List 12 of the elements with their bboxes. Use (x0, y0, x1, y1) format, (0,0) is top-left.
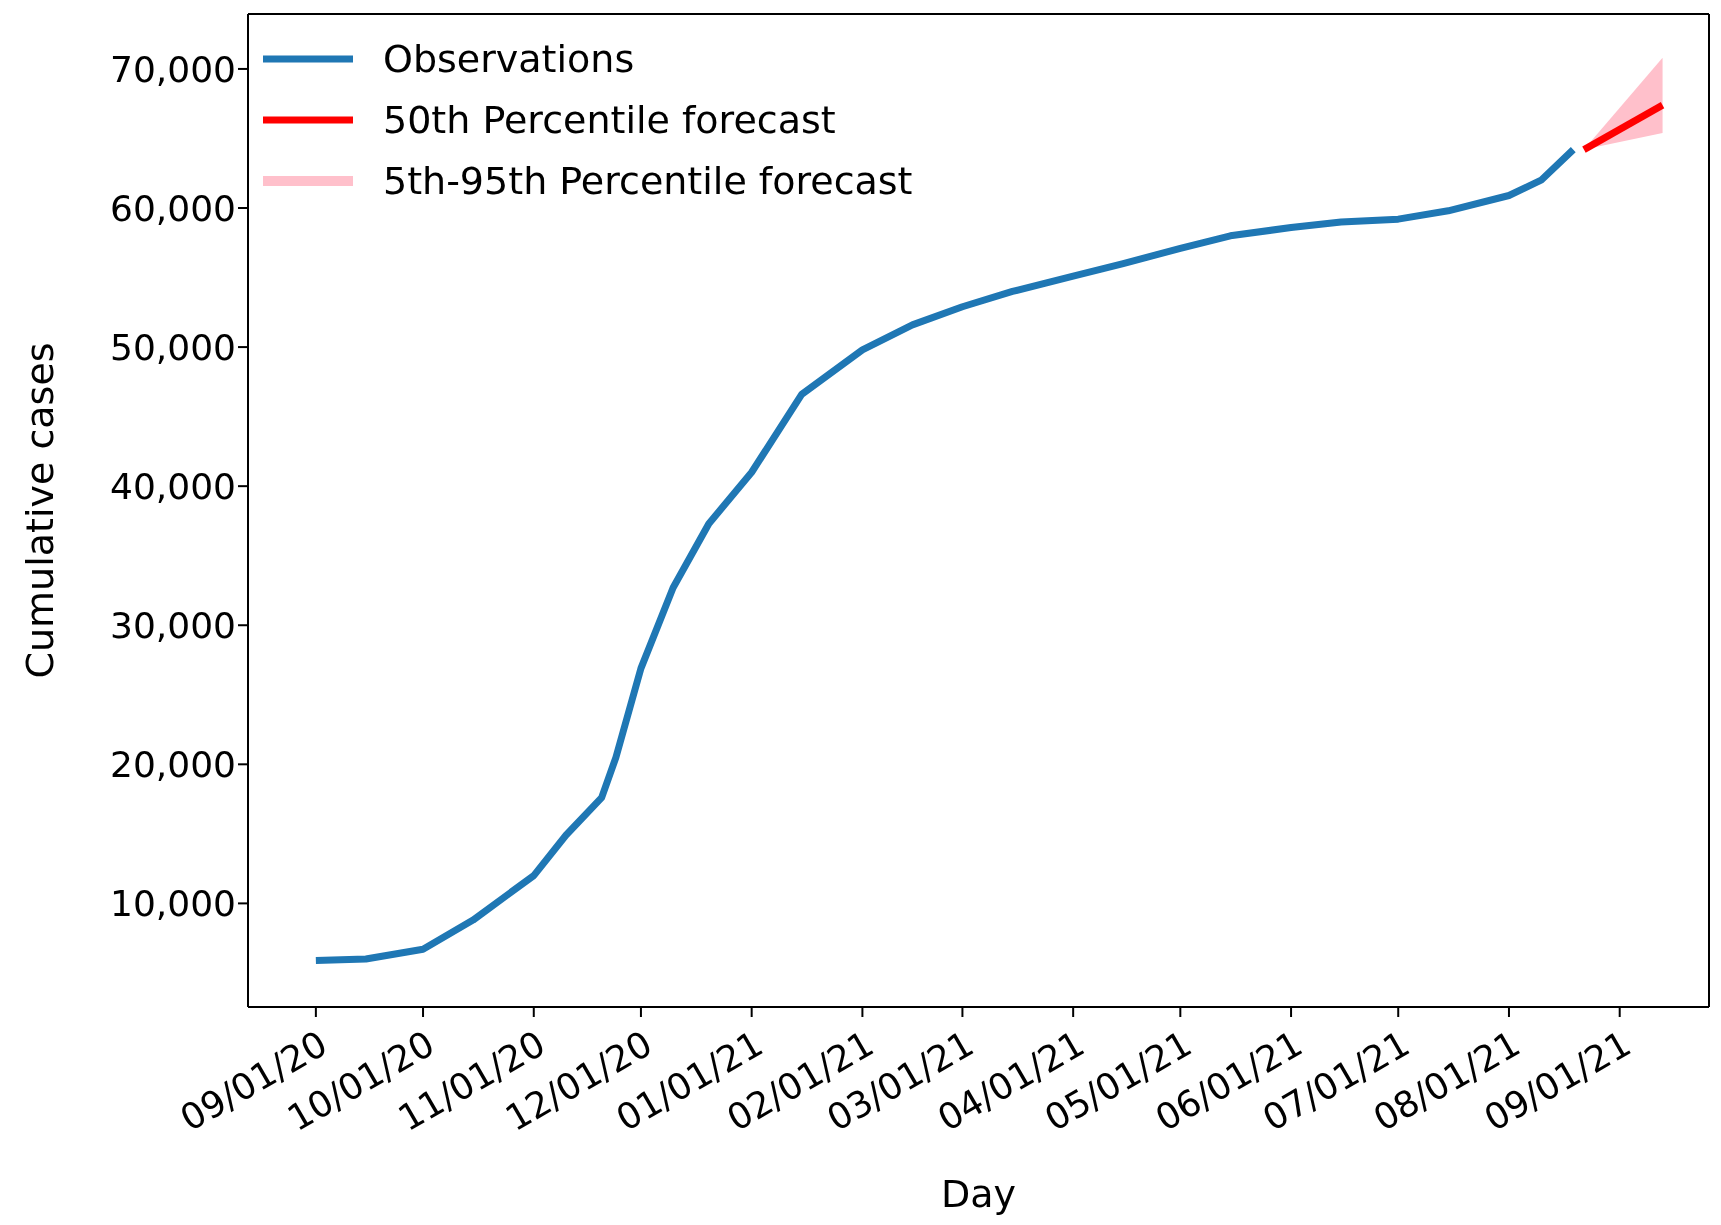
legend-label: Observations (383, 36, 635, 81)
annotation: 5th-95th Percentile forecast (383, 158, 913, 203)
y-tick-label: 40,000 (110, 465, 236, 507)
y-axis-title: Cumulative cases (18, 342, 63, 679)
legend-label: 50th Percentile forecast (383, 97, 836, 142)
y-tick-label: 20,000 (110, 744, 236, 786)
y-tick-label: 60,000 (110, 187, 236, 229)
y-tick-label: 70,000 (110, 48, 236, 90)
y-tick-label: 30,000 (110, 605, 236, 647)
y-tick-label: 50,000 (110, 326, 236, 368)
y-tick-label: 10,000 (110, 883, 236, 925)
x-axis-title: Day (940, 1172, 1017, 1216)
